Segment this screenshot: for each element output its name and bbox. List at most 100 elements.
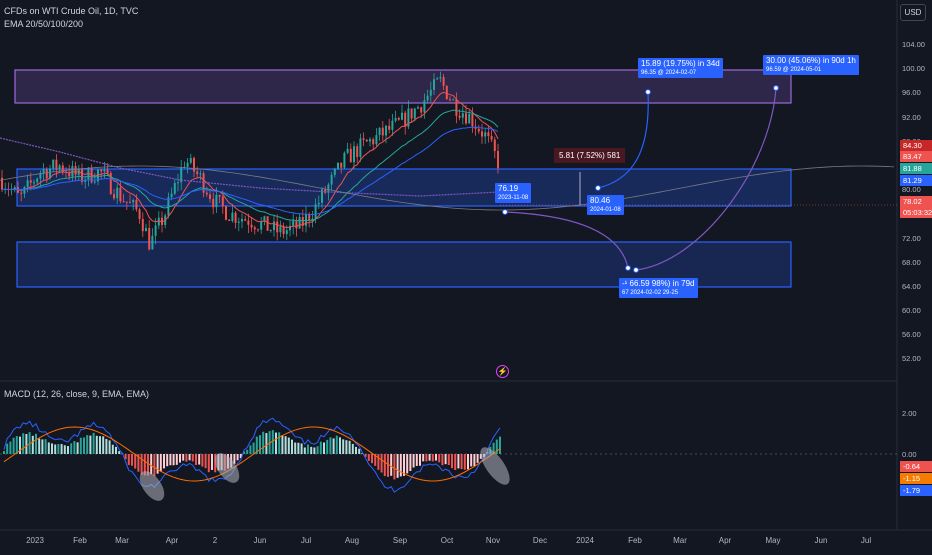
anchor-point: [645, 89, 651, 95]
flash-icon[interactable]: ⚡: [496, 365, 509, 378]
candle-body: [269, 230, 272, 232]
measure-label[interactable]: 5.81 (7.52%) 581: [554, 148, 626, 163]
macd-bar: [3, 451, 5, 454]
currency-button[interactable]: USD: [900, 4, 926, 21]
signal-line: [3, 426, 501, 482]
time-tick: 2023: [26, 536, 44, 545]
price-label: 78.02: [900, 196, 932, 207]
ema-20-line: [1, 91, 499, 228]
candle-body: [330, 174, 333, 185]
anchor-point: [633, 267, 639, 273]
projection-path-3: [504, 211, 629, 269]
candle-body: [113, 194, 115, 199]
candle-body: [39, 172, 42, 179]
candle-body: [359, 138, 362, 157]
candle-body: [327, 184, 330, 193]
macd-bar: [473, 454, 476, 467]
macd-bar: [438, 454, 441, 463]
candle-body: [151, 235, 154, 250]
time-tick: Feb: [628, 536, 642, 545]
time-tick: May: [765, 536, 780, 545]
candle-body: [103, 169, 106, 172]
chart-legend-title[interactable]: CFDs on WTI Crude Oil, 1D, TVC: [4, 6, 139, 16]
point-c-price: -¹ 66.59 98%) in 79d: [622, 279, 695, 288]
candle-body: [420, 107, 423, 113]
candle-body: [289, 225, 291, 231]
macd-bar: [316, 446, 319, 454]
candle-body: [285, 230, 288, 235]
candle-body: [154, 225, 157, 236]
point-label-a[interactable]: 76.19 2023-11-08: [495, 183, 532, 203]
macd-bar: [108, 440, 111, 454]
macd-bar: [83, 437, 85, 454]
price-tick: 100.00: [902, 64, 925, 73]
candle-body: [273, 221, 275, 231]
macd-bar: [377, 454, 380, 470]
macd-bar: [339, 437, 341, 454]
projection-1-target: 96.35 @ 2024-02-07: [641, 70, 697, 76]
candle-body: [279, 226, 282, 233]
macd-bar: [89, 435, 92, 454]
time-tick: Dec: [533, 536, 547, 545]
macd-bar: [188, 454, 191, 461]
macd-bar: [422, 454, 425, 462]
macd-bar: [134, 454, 137, 469]
candle-body: [436, 78, 439, 80]
candle-body: [119, 187, 122, 202]
macd-bar: [495, 439, 498, 454]
macd-bar: [185, 454, 188, 462]
price-tick: 92.00: [902, 113, 921, 122]
candle-body: [116, 187, 119, 199]
candle-body: [477, 128, 480, 132]
divergence-highlight: [139, 471, 165, 501]
candle-body: [497, 151, 499, 169]
projection-label-1[interactable]: 15.89 (19.75%) in 34d 96.35 @ 2024-02-07: [638, 58, 723, 78]
macd-bar: [249, 445, 252, 454]
candle-body: [452, 99, 455, 101]
price-label: 83.47: [900, 151, 932, 162]
candle-body: [298, 217, 301, 229]
candle-body: [26, 180, 29, 187]
macd-bar: [201, 454, 204, 467]
candle-body: [468, 113, 471, 124]
candle-body: [343, 152, 346, 168]
candle-body: [314, 204, 317, 219]
candle-body: [132, 200, 135, 203]
price-tick: 104.00: [902, 40, 925, 49]
macd-bar: [124, 454, 127, 460]
candle-body: [353, 146, 355, 163]
candle-body: [42, 169, 45, 173]
macd-bar: [371, 454, 373, 464]
time-tick: Jun: [254, 536, 267, 545]
macd-bar: [63, 445, 66, 454]
candle-body: [221, 196, 224, 207]
macd-bar: [47, 442, 50, 454]
macd-bar: [303, 447, 306, 454]
candle-body: [372, 139, 375, 145]
candle-body: [199, 173, 202, 175]
macd-bar: [79, 437, 82, 454]
macd-bar: [9, 441, 12, 454]
point-label-b[interactable]: 80.46 2024-01-08: [587, 195, 624, 215]
macd-bar: [393, 454, 396, 480]
time-tick: Jun: [815, 536, 828, 545]
anchor-point: [773, 85, 779, 91]
candle-body: [189, 157, 192, 163]
macd-bar: [143, 454, 146, 476]
candle-body: [397, 118, 400, 120]
candle-body: [225, 206, 227, 220]
macd-label: -1.15: [900, 473, 932, 484]
macd-bar: [255, 436, 258, 454]
projection-label-2[interactable]: 30.00 (45.06%) in 90d 1h 96.59 @ 2024-05…: [763, 55, 859, 75]
macd-bar: [415, 454, 418, 466]
macd-legend[interactable]: MACD (12, 26, close, 9, EMA, EMA): [4, 389, 150, 399]
macd-bar: [399, 454, 402, 477]
macd-bar: [326, 439, 329, 454]
candle-body: [394, 118, 397, 121]
macd-bar: [163, 454, 165, 469]
point-label-c[interactable]: -¹ 66.59 98%) in 79d 67 2024-02-02 29-25: [619, 278, 698, 298]
candle-body: [365, 139, 368, 142]
ema-legend[interactable]: EMA 20/50/100/200: [4, 19, 84, 29]
